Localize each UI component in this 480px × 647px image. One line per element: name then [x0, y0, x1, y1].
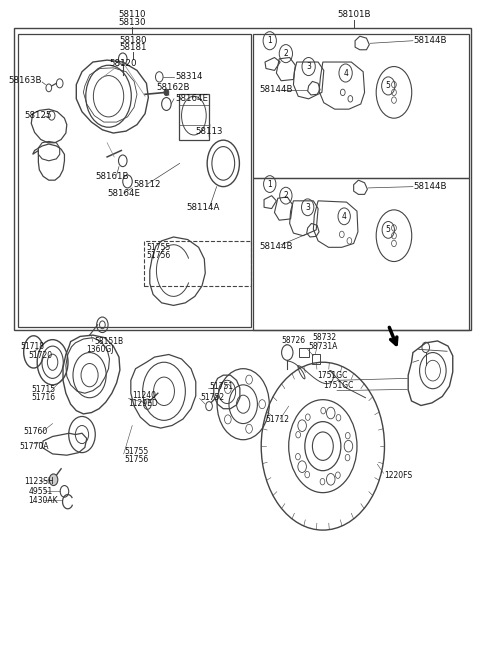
Text: 2: 2	[284, 191, 288, 200]
Text: 5: 5	[386, 82, 391, 91]
Text: 58110: 58110	[119, 10, 146, 19]
Text: 58130: 58130	[119, 18, 146, 27]
Text: 58164E: 58164E	[107, 188, 140, 197]
Bar	[299, 348, 309, 357]
Bar	[18, 34, 251, 327]
Text: 3: 3	[305, 203, 310, 212]
Text: 58112: 58112	[133, 180, 161, 188]
Text: 58162B: 58162B	[156, 83, 190, 92]
Text: 51715: 51715	[31, 385, 55, 394]
Bar	[252, 178, 469, 330]
Text: 58161B: 58161B	[95, 172, 129, 181]
Text: 49551: 49551	[29, 487, 53, 496]
Bar	[144, 241, 251, 286]
Text: 51712: 51712	[265, 415, 289, 424]
Text: 51755: 51755	[125, 447, 149, 456]
Text: 2: 2	[284, 49, 288, 58]
Text: 1: 1	[267, 180, 272, 188]
Text: 58120: 58120	[109, 60, 136, 69]
Bar	[14, 28, 471, 330]
Text: 1751GC: 1751GC	[323, 381, 353, 390]
Text: 1751GC: 1751GC	[317, 371, 348, 380]
Text: 58151B: 58151B	[94, 337, 123, 346]
Text: 1430AK: 1430AK	[28, 496, 58, 505]
Text: 4: 4	[342, 212, 347, 221]
Text: 3: 3	[306, 62, 311, 71]
Text: 51756: 51756	[125, 455, 149, 464]
Text: 11240: 11240	[132, 391, 156, 400]
Text: 1: 1	[267, 36, 272, 45]
Text: 1129ED: 1129ED	[129, 399, 158, 408]
Text: 51716: 51716	[31, 393, 55, 402]
Text: 51756: 51756	[146, 250, 171, 259]
Text: 51760: 51760	[23, 428, 48, 437]
Text: 58144B: 58144B	[259, 85, 293, 94]
Text: 58180: 58180	[120, 36, 147, 45]
Text: 51770A: 51770A	[19, 442, 49, 451]
Text: 51752: 51752	[201, 393, 225, 402]
Text: 58101B: 58101B	[337, 10, 371, 19]
Text: 1360GJ: 1360GJ	[86, 345, 113, 354]
Text: 51755: 51755	[146, 243, 171, 252]
Text: 51718: 51718	[20, 342, 44, 351]
Text: 58726: 58726	[281, 336, 305, 345]
Text: 58125: 58125	[24, 111, 52, 120]
Text: 58181: 58181	[120, 43, 147, 52]
Text: 51751: 51751	[209, 382, 233, 391]
Circle shape	[164, 89, 169, 96]
Text: 58732: 58732	[312, 333, 336, 342]
Text: 58314: 58314	[175, 72, 203, 82]
Text: 58163B: 58163B	[9, 76, 42, 85]
Text: 51720: 51720	[28, 351, 52, 360]
Text: 1220FS: 1220FS	[384, 471, 413, 479]
Text: 58144B: 58144B	[414, 182, 447, 191]
Text: 58144B: 58144B	[259, 241, 293, 250]
Text: 58731A: 58731A	[309, 342, 338, 351]
Text: 58144B: 58144B	[414, 36, 447, 45]
Text: 58164E: 58164E	[175, 94, 208, 104]
Text: 1123SH: 1123SH	[24, 477, 54, 486]
Text: 58114A: 58114A	[186, 203, 220, 212]
Text: 5: 5	[386, 225, 391, 234]
Bar	[312, 355, 321, 364]
Bar	[252, 34, 469, 178]
Circle shape	[49, 474, 58, 485]
Text: 4: 4	[343, 69, 348, 78]
Text: 58113: 58113	[196, 127, 223, 136]
